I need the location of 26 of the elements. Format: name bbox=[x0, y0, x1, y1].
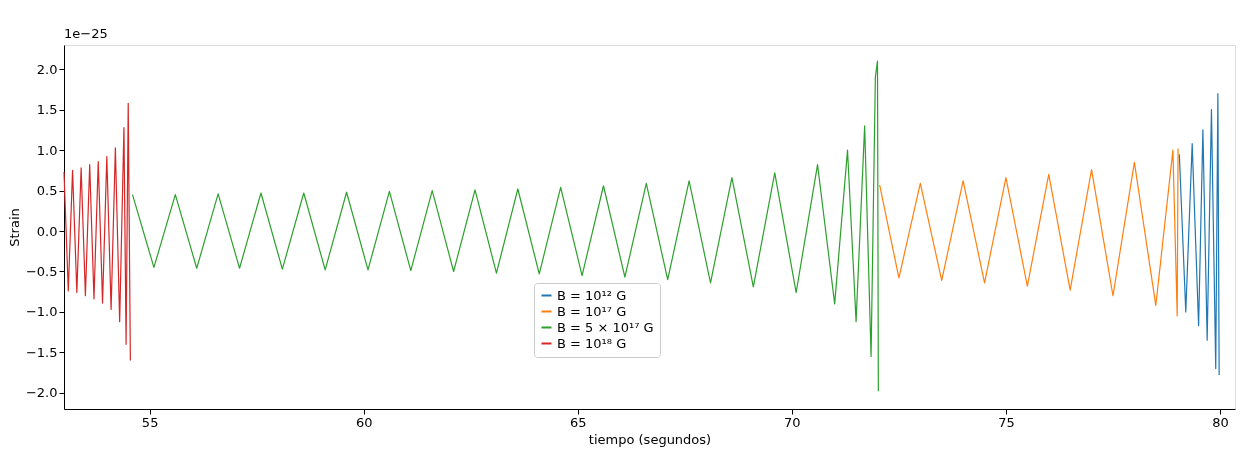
y-axis-title: Strain bbox=[6, 208, 22, 247]
x-axis-title: tiempo (segundos) bbox=[588, 431, 712, 447]
y-tick-label: 1.0 bbox=[36, 142, 58, 158]
y-tick-label: 2.0 bbox=[36, 61, 58, 77]
y-tick-label: 1.5 bbox=[36, 102, 58, 118]
legend-label: B = 5 × 10¹⁷ G bbox=[557, 319, 654, 335]
legend-label: B = 10¹² G bbox=[557, 287, 627, 303]
x-tick-label: 65 bbox=[570, 414, 587, 430]
x-tick-label: 80 bbox=[1212, 414, 1229, 430]
x-tick-label: 55 bbox=[141, 414, 159, 430]
line-series bbox=[1178, 92, 1220, 376]
line-series bbox=[131, 60, 879, 392]
x-tick-label: 70 bbox=[784, 414, 801, 430]
line-series bbox=[63, 102, 131, 362]
y-tick-label: −1.0 bbox=[25, 304, 58, 320]
y-tick-label: 0.0 bbox=[36, 223, 58, 239]
y-tick-label: −1.5 bbox=[25, 344, 58, 360]
y-tick-label: −2.0 bbox=[25, 385, 58, 401]
x-tick-label: 60 bbox=[355, 414, 373, 430]
legend-label: B = 10¹⁸ G bbox=[557, 335, 627, 351]
y-tick-label: −0.5 bbox=[25, 263, 58, 279]
line-series bbox=[879, 147, 1179, 317]
legend-label: B = 10¹⁷ G bbox=[557, 303, 627, 319]
text: 1e−25 bbox=[64, 26, 108, 41]
y-tick-label: 0.5 bbox=[36, 183, 58, 199]
x-tick-label: 75 bbox=[998, 414, 1015, 430]
